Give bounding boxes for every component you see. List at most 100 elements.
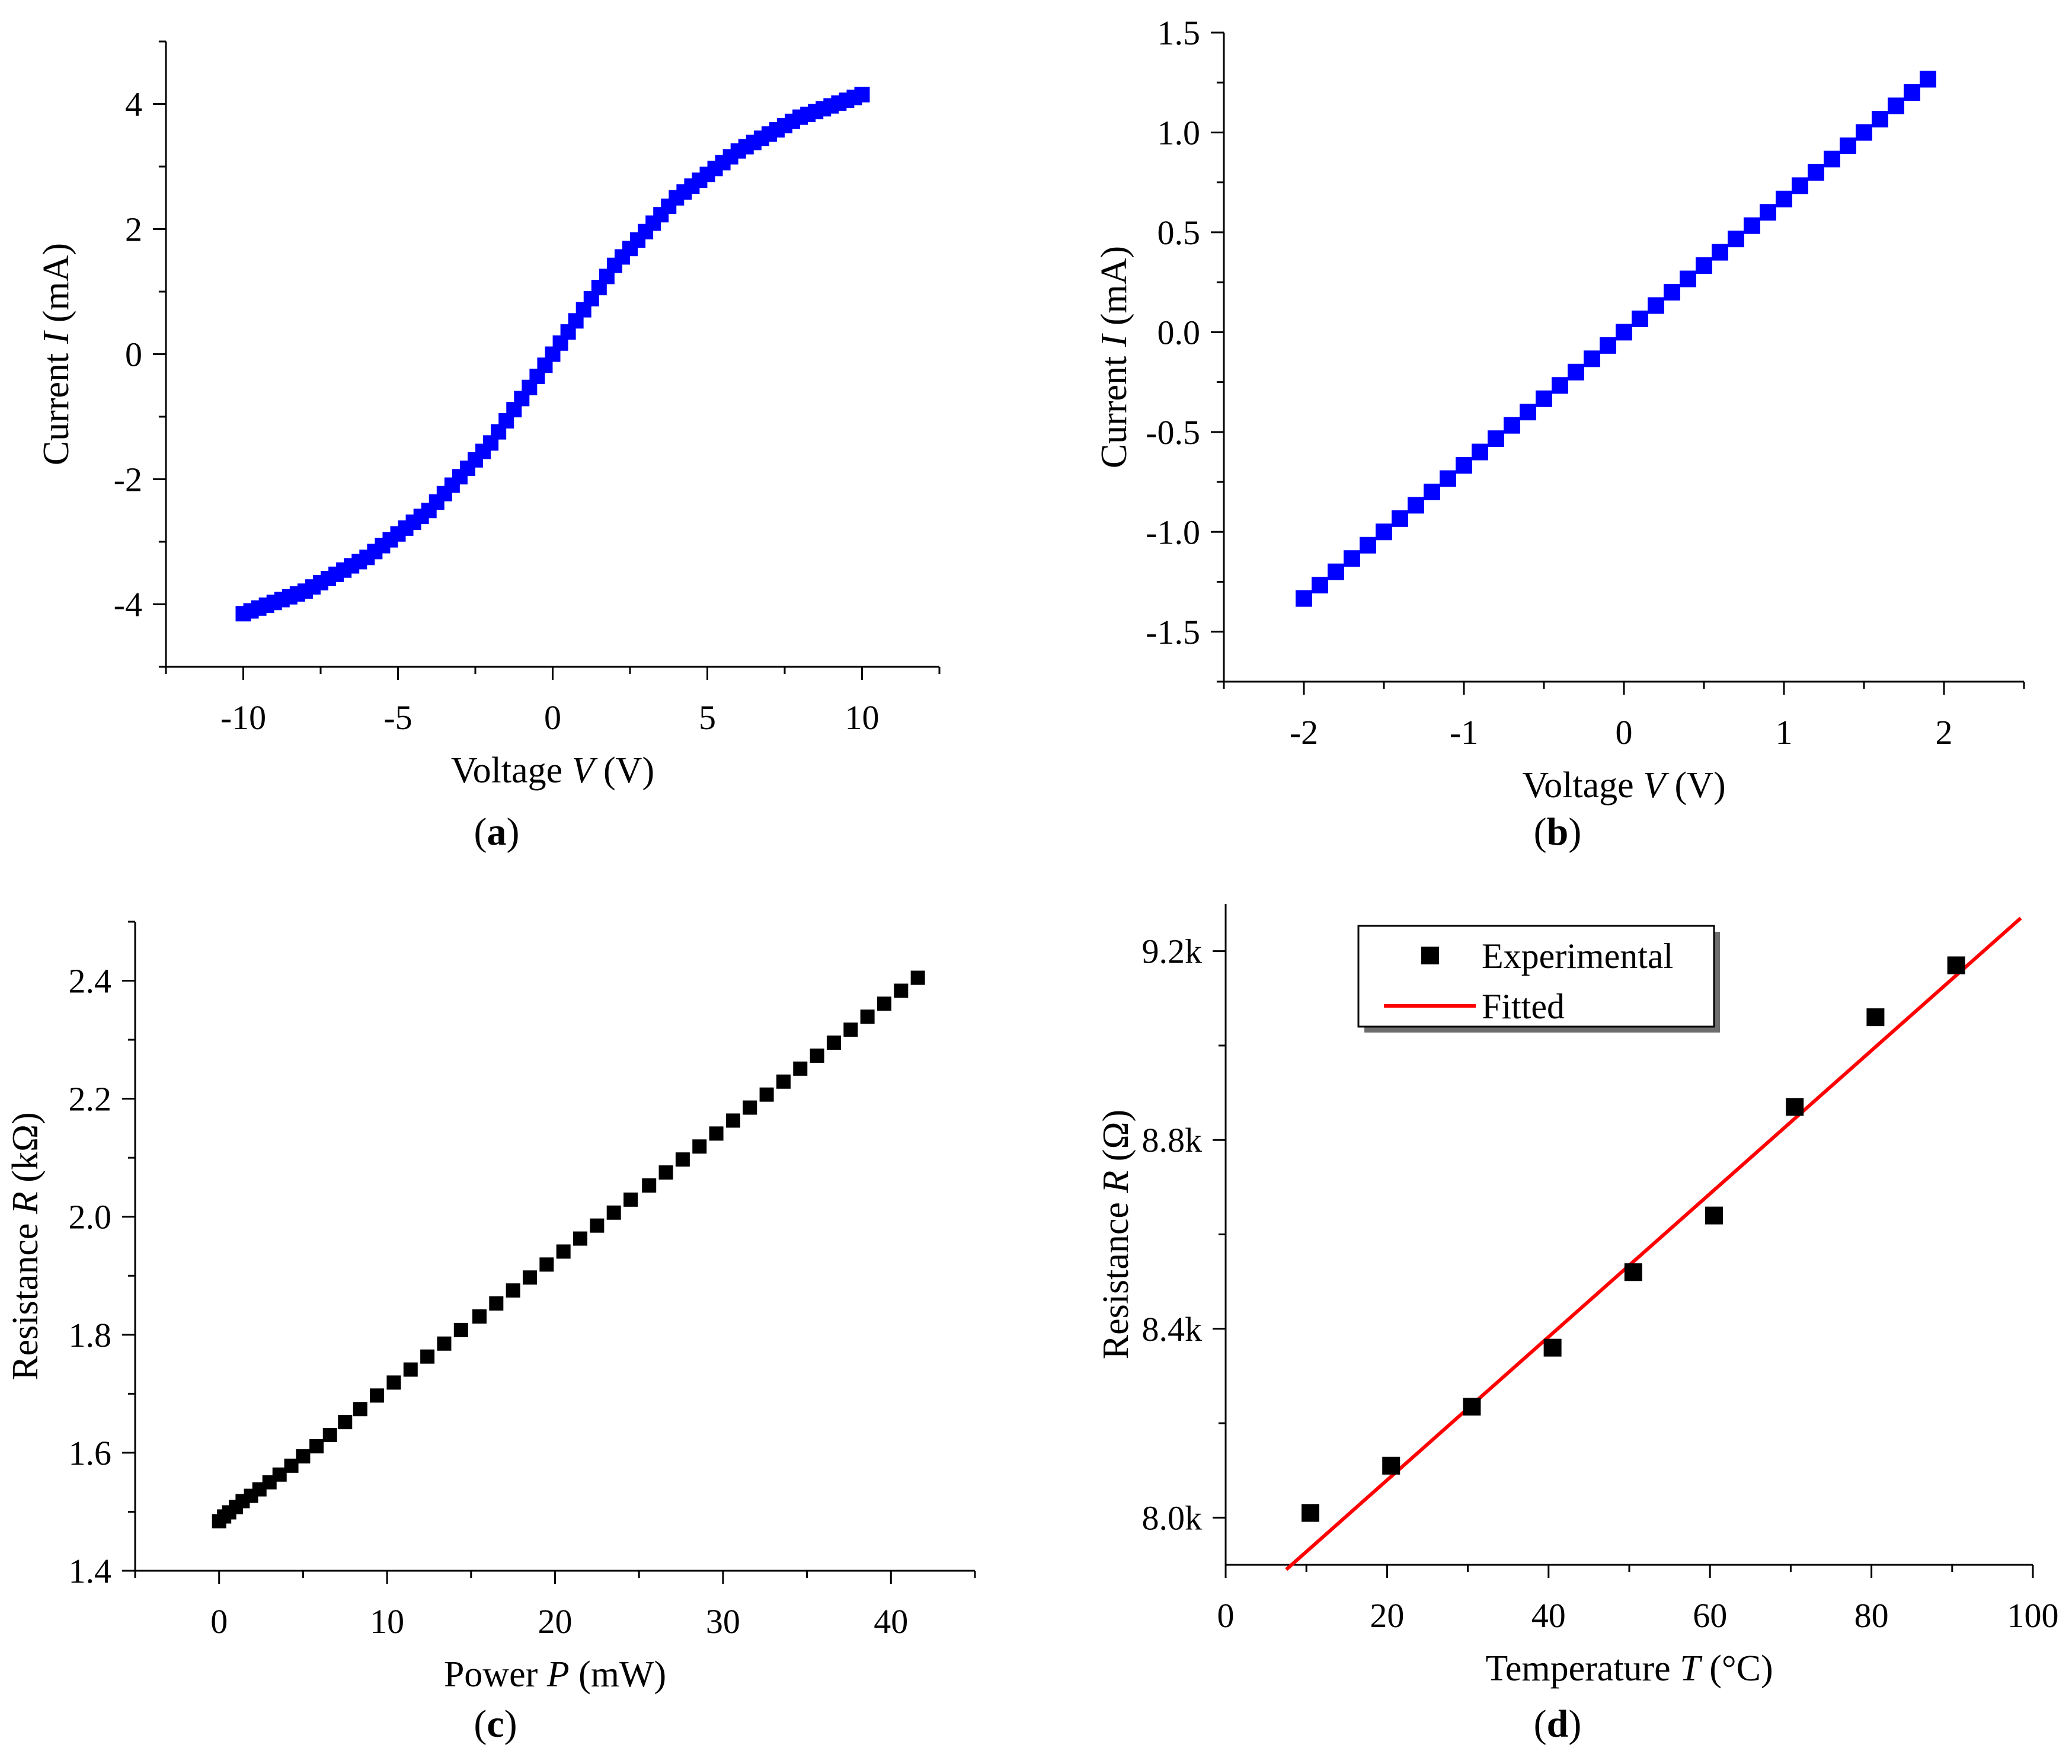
y-axis-label-post: (kΩ): [5, 1112, 46, 1191]
data-point: [353, 1402, 367, 1417]
panel-label-open: (: [1534, 810, 1547, 854]
data-point: [1552, 377, 1568, 394]
data-point: [573, 1231, 588, 1246]
data-point: [489, 1296, 504, 1311]
y-axis-label: Resistance R (kΩ): [5, 1112, 46, 1380]
data-point: [623, 1192, 638, 1207]
data-point: [1728, 231, 1744, 248]
panel-label: (d): [1534, 1702, 1582, 1746]
y-tick-label: 2: [125, 210, 142, 249]
y-axis-label-post: (mA): [1094, 246, 1134, 335]
y-tick-label: 0.0: [1157, 313, 1201, 351]
data-point: [556, 1244, 571, 1259]
panel-label: (b): [1534, 810, 1582, 854]
x-tick-label: 0: [1217, 1596, 1235, 1635]
data-point: [1632, 310, 1648, 327]
x-axis-label-post: (mW): [570, 1654, 667, 1695]
y-tick-label: 9.2k: [1142, 932, 1203, 971]
x-axis-label-pre: Power: [444, 1654, 547, 1695]
data-point: [1776, 190, 1792, 207]
data-point: [1296, 590, 1312, 607]
data-point: [1616, 324, 1632, 341]
y-tick-label: 1.6: [69, 1434, 112, 1472]
data-point: [658, 1165, 673, 1180]
y-tick-label: 1.8: [69, 1316, 112, 1354]
x-tick-label: -2: [1290, 713, 1318, 752]
data-point: [1376, 523, 1392, 541]
x-tick-label: 2: [1936, 713, 1953, 752]
data-point: [472, 1309, 487, 1324]
data-point: [606, 1205, 621, 1220]
data-point: [506, 1283, 520, 1298]
data-point: [894, 983, 909, 998]
experimental-point: [1705, 1206, 1724, 1225]
data-point: [675, 1152, 690, 1167]
y-axis-label-var: R: [1096, 1171, 1136, 1194]
x-axis-label-post: (V): [1665, 765, 1726, 806]
panel-label-letter: a: [487, 810, 507, 854]
y-axis-label-post: (mA): [36, 243, 76, 332]
data-point: [1328, 563, 1344, 580]
data-point: [1424, 483, 1440, 500]
panel-label-close: ): [1568, 1702, 1581, 1746]
x-axis-label: Voltage V (V): [451, 750, 654, 791]
data-point: [1824, 151, 1840, 168]
x-tick-label: 5: [699, 698, 716, 737]
y-axis-label: Resistance R (Ω): [1096, 1110, 1136, 1359]
y-axis-label-pre: Current: [36, 344, 76, 465]
data-point: [1600, 337, 1616, 354]
x-tick-label: -5: [383, 698, 412, 737]
panel-b: -2 -1 0 1 2 -1.5 -1.0 -0.5 0.0 0.5 1.0 1.5 Voltage V…: [1094, 14, 2025, 854]
data-point: [1312, 577, 1328, 594]
data-point: [910, 970, 925, 985]
data-point: [1920, 71, 1936, 88]
y-tick-label: -2: [114, 461, 142, 499]
y-axis-label-var: I: [36, 330, 76, 344]
y-tick-label: 1.0: [1157, 113, 1201, 152]
data-point: [386, 1375, 401, 1390]
experimental-point: [1786, 1098, 1804, 1116]
panel-d: 0 20 40 60 80 100 8.0k 8.4k 8.8k 9.2k Temperature …: [1096, 904, 2059, 1746]
panel-label-open: (: [1534, 1702, 1547, 1746]
data-point: [1504, 417, 1520, 434]
data-point: [437, 1336, 452, 1351]
data-point: [810, 1048, 824, 1063]
x-axis-label: Power P (mW): [444, 1654, 666, 1695]
x-tick-label: 60: [1693, 1596, 1727, 1635]
panel-label: (c): [474, 1702, 517, 1746]
data-point: [1392, 510, 1408, 527]
data-point: [309, 1439, 324, 1453]
data-point: [860, 1009, 875, 1024]
x-axis-label-var: P: [546, 1654, 570, 1695]
data-point: [854, 87, 870, 103]
x-axis-label-pre: Voltage: [1522, 765, 1643, 806]
panel-label-close: ): [507, 810, 520, 854]
data-point: [453, 1322, 468, 1337]
x-axis-label-var: V: [572, 750, 598, 791]
data-point: [322, 1428, 337, 1443]
y-tick-label: 8.8k: [1142, 1121, 1203, 1159]
y-tick-label: 2.4: [69, 962, 112, 1001]
data-point: [1872, 110, 1888, 127]
panel-label-letter: d: [1547, 1702, 1569, 1746]
data-point: [1712, 244, 1728, 261]
data-point: [1760, 204, 1776, 221]
x-axis-label-pre: Temperature: [1485, 1648, 1680, 1689]
legend-box: [1357, 925, 1715, 1028]
x-tick-label: 0: [544, 698, 561, 737]
experimental-point: [1947, 956, 1965, 974]
panel-label: (a): [474, 810, 520, 854]
y-tick-label: 8.4k: [1142, 1310, 1203, 1348]
data-point: [1344, 550, 1360, 567]
data-point: [642, 1178, 657, 1193]
x-tick-label: 20: [538, 1602, 573, 1641]
y-tick-label: 0.5: [1157, 213, 1201, 252]
legend-label-experimental: Experimental: [1482, 937, 1673, 976]
y-axis-label-pre: Resistance: [1096, 1193, 1136, 1360]
y-tick-label: 8.0k: [1142, 1498, 1203, 1537]
x-axis-label-var: T: [1680, 1648, 1703, 1689]
data-point: [759, 1087, 774, 1102]
y-axis-label: Current I (mA): [1094, 246, 1134, 468]
y-tick-label: 1.5: [1157, 14, 1201, 52]
data-point: [590, 1218, 605, 1233]
